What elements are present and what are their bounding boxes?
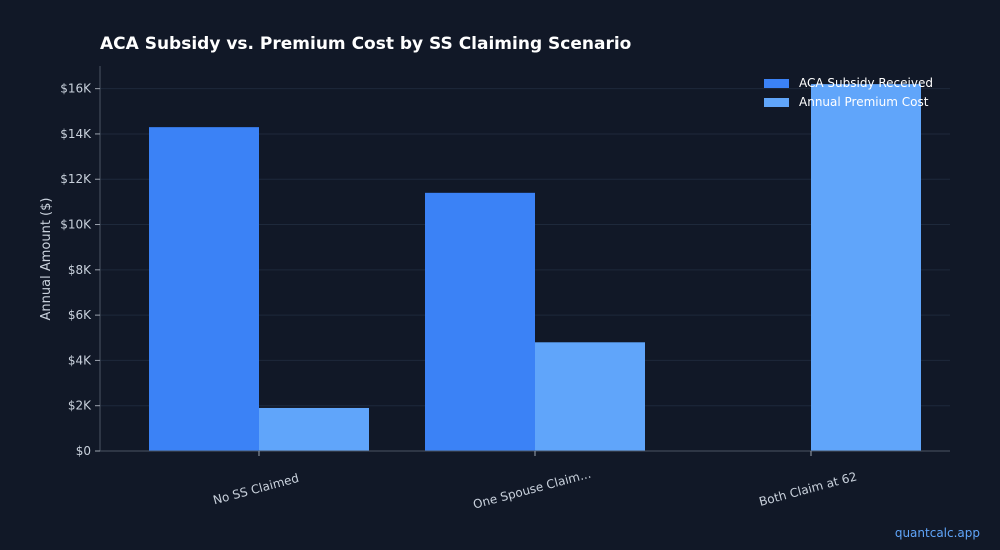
x-ticks: No SS Claimed One Spouse Claim... Both Cla… [212, 451, 858, 512]
x-tick-label: One Spouse Claim... [472, 467, 593, 512]
legend: ACA Subsidy Received Annual Premium Cost [764, 76, 933, 109]
y-ticks: $0 $2K $4K $6K $8K $10K $12K $14K $16K [60, 82, 100, 458]
y-axis-title: Annual Amount ($) [39, 198, 54, 321]
y-tick-label: $14K [60, 127, 92, 141]
y-tick-label: $8K [68, 263, 92, 277]
y-tick-label: $12K [60, 172, 92, 186]
y-tick-label: $0 [76, 444, 91, 458]
watermark: quantcalc.app [895, 526, 980, 540]
y-tick-label: $4K [68, 353, 92, 367]
bar-premium [811, 84, 921, 451]
chart-title: ACA Subsidy vs. Premium Cost by SS Claim… [100, 34, 631, 54]
y-tick-label: $10K [60, 218, 92, 232]
legend-swatch [764, 98, 789, 107]
bar-subsidy [425, 192, 535, 451]
y-tick-label: $16K [60, 82, 92, 96]
x-tick-label: Both Claim at 62 [757, 469, 858, 509]
bar-subsidy [149, 127, 259, 451]
bars-layer [149, 84, 921, 451]
y-tick-label: $6K [68, 308, 92, 322]
bar-premium [535, 342, 645, 451]
x-tick-label: No SS Claimed [212, 471, 301, 507]
bar-premium [259, 407, 369, 451]
legend-label: ACA Subsidy Received [799, 76, 933, 90]
legend-label: Annual Premium Cost [799, 95, 929, 109]
y-tick-label: $2K [68, 399, 92, 413]
legend-swatch [764, 79, 789, 88]
